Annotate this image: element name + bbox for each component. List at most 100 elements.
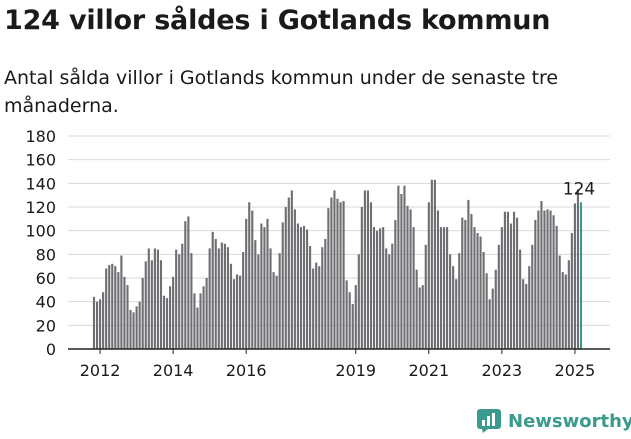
- bar: [296, 223, 299, 349]
- bar: [360, 207, 363, 349]
- bar: [452, 266, 455, 349]
- bar: [175, 249, 178, 349]
- bar: [278, 253, 281, 349]
- bar: [351, 304, 354, 349]
- x-tick-label: 2019: [335, 361, 376, 380]
- bar: [172, 276, 175, 349]
- bar: [409, 209, 412, 349]
- bar: [217, 248, 220, 349]
- bar: [467, 199, 470, 349]
- bar: [102, 292, 105, 349]
- y-tick-label: 0: [46, 340, 56, 359]
- bar: [245, 218, 248, 349]
- bar: [516, 217, 519, 349]
- x-axis: 2012 2014 2016 2019 2021 2023 2025: [68, 348, 610, 380]
- bar: [494, 269, 497, 349]
- chart-subtitle: Antal sålda villor i Gotlands kommun und…: [4, 67, 559, 117]
- bar: [427, 202, 430, 349]
- bar: [105, 268, 108, 349]
- bar: [299, 227, 303, 349]
- bar: [193, 293, 196, 349]
- bar: [573, 203, 576, 349]
- bar: [263, 227, 266, 349]
- bar: [269, 248, 272, 349]
- y-axis-tick-labels: 0 20 40 60 80 100 120 140 160 180: [25, 127, 56, 359]
- bar: [348, 292, 351, 349]
- bar: [476, 233, 479, 349]
- bar: [284, 207, 287, 349]
- bar: [485, 273, 488, 349]
- bar: [543, 210, 546, 349]
- bar: [433, 179, 436, 349]
- bar: [287, 197, 290, 349]
- bar: [403, 185, 406, 349]
- bar: [281, 222, 284, 349]
- data-labels: 124: [563, 179, 595, 199]
- bar: [400, 193, 403, 349]
- bar: [141, 278, 144, 349]
- bar: [153, 248, 156, 349]
- newsworthy-logo-icon: [477, 409, 501, 433]
- brand-name: Newsworthy: [508, 410, 631, 432]
- bar: [135, 306, 138, 349]
- x-tick-label: 2012: [80, 361, 121, 380]
- bar: [561, 272, 564, 349]
- bar: [120, 255, 123, 349]
- bar: [162, 295, 166, 349]
- bar: [306, 229, 309, 349]
- bar: [549, 210, 552, 349]
- chart-title: 124 villor såldes i Gotlands kommun: [4, 5, 551, 36]
- bar: [169, 286, 172, 349]
- bar: [324, 238, 327, 349]
- bar: [208, 248, 211, 349]
- bar: [470, 214, 473, 349]
- bar: [275, 275, 278, 349]
- bar: [315, 262, 318, 349]
- bar: [266, 218, 269, 349]
- bar: [464, 220, 467, 349]
- bar: [254, 240, 257, 349]
- y-tick-label: 180: [25, 127, 56, 146]
- bar: [181, 243, 184, 349]
- bar: [345, 280, 348, 349]
- bar: [540, 201, 543, 349]
- bar: [318, 266, 321, 349]
- bar: [528, 266, 531, 349]
- bar: [123, 276, 126, 349]
- bar: [406, 205, 409, 349]
- bar: [394, 220, 397, 349]
- newsworthy-brand[interactable]: Newsworthy: [476, 408, 631, 434]
- bar: [354, 285, 357, 349]
- bar: [114, 266, 117, 349]
- bar: [165, 298, 169, 349]
- bar: [506, 211, 510, 349]
- bar: [309, 246, 312, 349]
- y-tick-label: 160: [25, 151, 56, 170]
- bar: [187, 216, 190, 349]
- bar: [479, 236, 482, 349]
- bar: [455, 279, 458, 349]
- bar: [156, 249, 159, 349]
- bar: [251, 210, 254, 349]
- bar: [372, 227, 376, 349]
- bar: [184, 221, 187, 349]
- x-tick-label: 2025: [555, 361, 596, 380]
- bar: [92, 296, 96, 349]
- bar: [500, 227, 503, 349]
- bar: [229, 263, 233, 349]
- bar: [442, 227, 446, 349]
- highlight-data-label: 124: [563, 179, 595, 199]
- bar: [555, 225, 558, 349]
- bar: [232, 279, 236, 349]
- x-tick-label: 2014: [153, 361, 194, 380]
- bar: [382, 227, 385, 349]
- bar: [488, 299, 491, 349]
- y-tick-label: 40: [36, 293, 56, 312]
- bar: [293, 209, 296, 349]
- y-tick-label: 120: [25, 198, 56, 217]
- bar: [363, 190, 366, 349]
- bar: [132, 312, 135, 349]
- bar: [312, 268, 315, 349]
- bar: [95, 301, 99, 349]
- bar: [415, 269, 418, 349]
